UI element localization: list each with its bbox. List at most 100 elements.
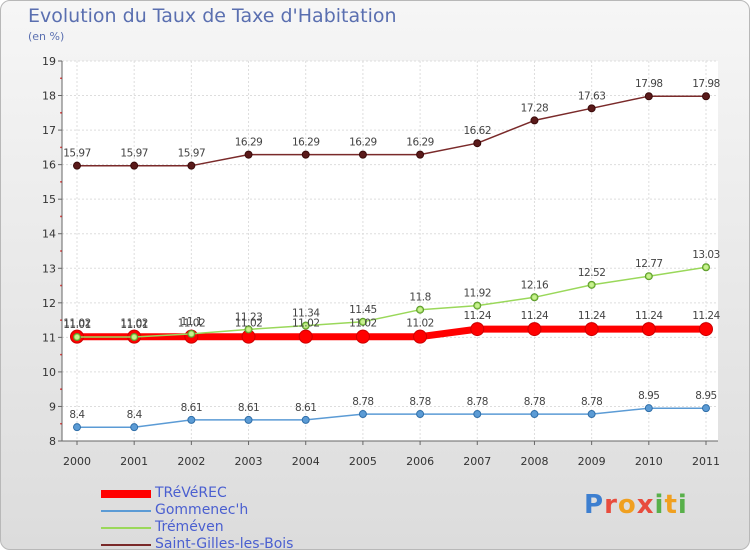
data-point-saint-gilles-les-bois bbox=[358, 150, 367, 159]
data-point-tr-v-rec bbox=[584, 322, 599, 337]
data-point-tr-v-rec bbox=[641, 322, 656, 337]
data-label-tr-v-rec: 11.02 bbox=[292, 318, 320, 330]
data-label-gommenec-h: 8.78 bbox=[467, 396, 488, 408]
data-point-gommenec-h bbox=[644, 404, 653, 413]
data-point-inner-tr-m-ven bbox=[417, 307, 423, 312]
data-label-gommenec-h: 8.78 bbox=[524, 396, 545, 408]
data-point-saint-gilles-les-bois bbox=[473, 139, 482, 148]
data-point-saint-gilles-les-bois bbox=[530, 116, 539, 125]
data-label-gommenec-h: 8.95 bbox=[638, 390, 659, 402]
data-label-saint-gilles-les-bois: 17.98 bbox=[692, 78, 720, 90]
y-tick-label: 12 bbox=[42, 297, 56, 310]
x-tick-label: 2000 bbox=[63, 455, 91, 468]
chart-title: Evolution du Taux de Taxe d'Habitation bbox=[28, 5, 397, 27]
data-point-inner-tr-m-ven bbox=[532, 295, 537, 300]
legend-swatch bbox=[101, 544, 151, 546]
data-label-saint-gilles-les-bois: 16.62 bbox=[463, 125, 491, 137]
data-label-gommenec-h: 8.78 bbox=[581, 396, 602, 408]
data-point-tr-v-rec bbox=[413, 329, 428, 344]
data-label-tr-v-rec: 11.02 bbox=[349, 318, 377, 330]
data-point-tr-v-rec bbox=[470, 322, 485, 337]
data-label-tr-v-rec: 11.24 bbox=[463, 310, 491, 322]
x-tick-label: 2005 bbox=[349, 455, 377, 468]
data-point-gommenec-h bbox=[358, 410, 367, 419]
data-label-tr-m-ven: 12.52 bbox=[578, 267, 606, 279]
x-tick-label: 2002 bbox=[177, 455, 205, 468]
data-point-saint-gilles-les-bois bbox=[244, 150, 253, 159]
data-label-tr-v-rec: 11.24 bbox=[635, 310, 663, 322]
y-tick-label: 9 bbox=[49, 400, 56, 413]
x-tick-label: 2004 bbox=[292, 455, 320, 468]
y-tick-label: 16 bbox=[42, 159, 56, 172]
y-minor-tick bbox=[60, 353, 62, 356]
series-line-tr-v-rec bbox=[77, 325, 706, 341]
x-tick-label: 2003 bbox=[235, 455, 263, 468]
data-point-saint-gilles-les-bois bbox=[587, 104, 596, 113]
x-tick-label: 2009 bbox=[578, 455, 606, 468]
y-minor-tick bbox=[60, 284, 62, 287]
legend-swatch bbox=[101, 527, 151, 529]
data-label-tr-m-ven: 12.77 bbox=[635, 258, 663, 270]
legend: TRéVéREC Gommenec'h Tréméven Saint-Gilles-l… bbox=[101, 485, 361, 550]
data-label-saint-gilles-les-bois: 15.97 bbox=[63, 148, 91, 160]
y-tick-label: 8 bbox=[49, 435, 56, 448]
y-minor-tick bbox=[60, 388, 62, 391]
legend-item-tr-m-ven: Tréméven bbox=[101, 519, 361, 536]
data-label-tr-m-ven: 11.34 bbox=[292, 308, 320, 320]
x-tick-label: 2007 bbox=[463, 455, 491, 468]
y-minor-tick bbox=[60, 146, 62, 149]
data-label-gommenec-h: 8.78 bbox=[409, 396, 430, 408]
data-label-saint-gilles-les-bois: 16.29 bbox=[406, 137, 434, 149]
data-label-tr-m-ven: 11.45 bbox=[349, 304, 377, 316]
data-label-saint-gilles-les-bois: 17.28 bbox=[521, 102, 549, 114]
data-label-tr-v-rec: 11.24 bbox=[692, 310, 720, 322]
series-line-tr-m-ven bbox=[77, 266, 707, 338]
data-label-tr-m-ven: 11.01 bbox=[63, 319, 91, 331]
data-label-tr-v-rec: 11.24 bbox=[578, 310, 606, 322]
data-label-gommenec-h: 8.4 bbox=[127, 409, 143, 421]
proxiti-logo: Proxiti bbox=[584, 490, 688, 520]
data-point-tr-v-rec bbox=[527, 322, 542, 337]
legend-swatch bbox=[101, 510, 151, 512]
y-minor-tick bbox=[60, 250, 62, 252]
unit-label: (en %) bbox=[28, 30, 65, 43]
y-minor-tick bbox=[60, 422, 62, 425]
series-line-gommenec-h bbox=[77, 407, 706, 428]
y-tick-label: 13 bbox=[42, 262, 56, 275]
legend-swatch bbox=[101, 490, 151, 498]
data-label-gommenec-h: 8.61 bbox=[295, 402, 316, 414]
data-label-gommenec-h: 8.95 bbox=[695, 390, 716, 402]
data-label-saint-gilles-les-bois: 17.98 bbox=[635, 78, 663, 90]
data-point-gommenec-h bbox=[530, 410, 539, 419]
data-label-tr-v-rec: 11.02 bbox=[63, 318, 91, 330]
data-label-tr-m-ven: 11.23 bbox=[235, 311, 263, 323]
data-point-saint-gilles-les-bois bbox=[702, 92, 710, 101]
data-label-gommenec-h: 8.61 bbox=[181, 402, 202, 414]
legend-label: Gommenec'h bbox=[155, 502, 249, 518]
legend-label: Saint-Gilles-les-Bois bbox=[155, 536, 294, 550]
data-label-tr-v-rec: 11.02 bbox=[178, 318, 206, 330]
y-tick-label: 18 bbox=[42, 90, 56, 103]
data-point-saint-gilles-les-bois bbox=[301, 150, 310, 159]
data-point-gommenec-h bbox=[73, 423, 81, 432]
y-tick-label: 17 bbox=[42, 124, 56, 137]
y-minor-tick bbox=[60, 181, 62, 183]
data-label-tr-m-ven: 11.01 bbox=[120, 319, 148, 331]
y-minor-tick bbox=[60, 215, 62, 218]
data-point-inner-tr-m-ven bbox=[74, 334, 80, 340]
data-label-saint-gilles-les-bois: 17.63 bbox=[578, 90, 606, 102]
data-label-saint-gilles-les-bois: 15.97 bbox=[178, 148, 206, 160]
data-point-inner-tr-m-ven bbox=[246, 327, 251, 332]
data-point-gommenec-h bbox=[702, 404, 710, 413]
legend-item-gommenec-h: Gommenec'h bbox=[101, 502, 361, 519]
data-point-gommenec-h bbox=[187, 415, 196, 424]
y-minor-tick bbox=[60, 111, 62, 114]
data-label-tr-v-rec: 11.24 bbox=[521, 310, 549, 322]
data-point-saint-gilles-les-bois bbox=[130, 161, 139, 170]
data-point-saint-gilles-les-bois bbox=[187, 161, 196, 170]
data-label-tr-m-ven: 12.16 bbox=[521, 279, 549, 291]
data-label-tr-m-ven: 11.1 bbox=[181, 316, 202, 328]
data-label-tr-v-rec: 11.02 bbox=[235, 318, 263, 330]
data-point-gommenec-h bbox=[301, 415, 310, 424]
